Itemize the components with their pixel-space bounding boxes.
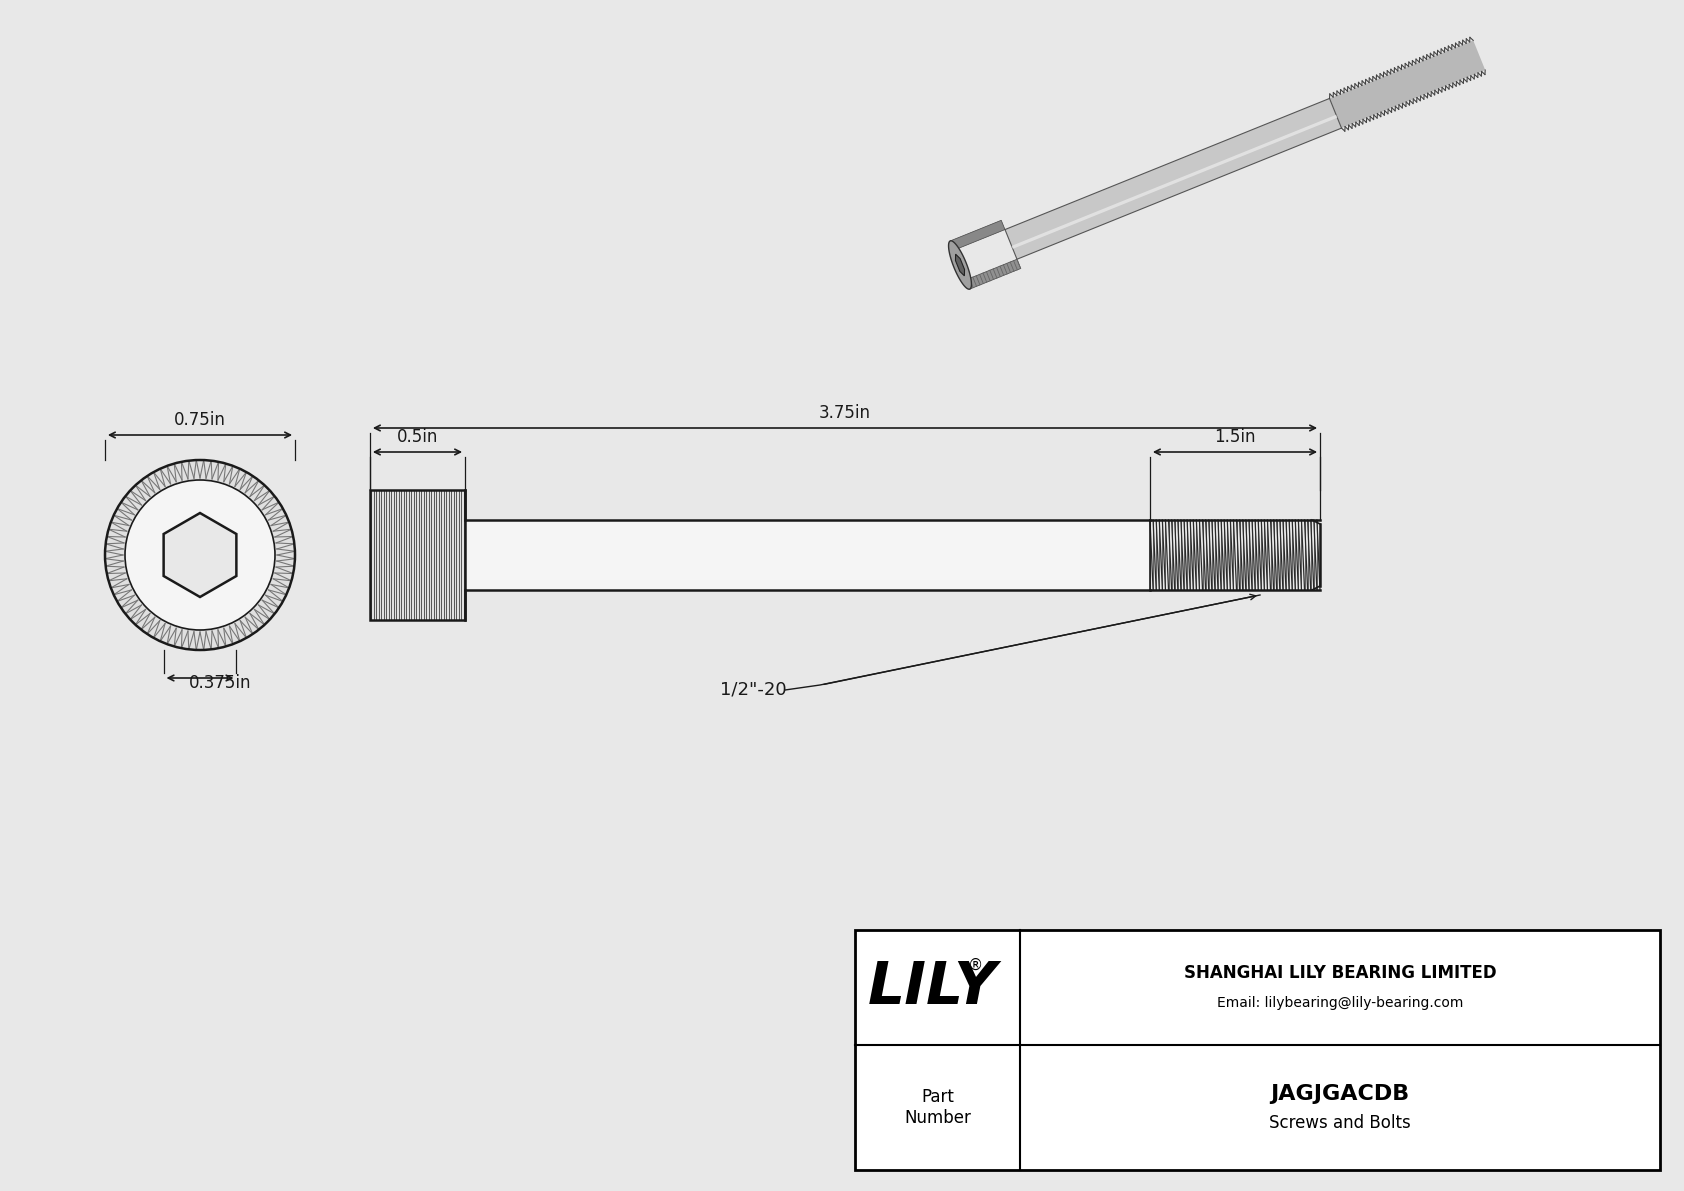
Bar: [370, 490, 465, 621]
Text: 0.375in: 0.375in: [189, 674, 251, 692]
Bar: [465, 520, 1150, 590]
Polygon shape: [1329, 40, 1485, 129]
Circle shape: [104, 460, 295, 650]
Bar: [855, 930, 1660, 1170]
Text: Screws and Bolts: Screws and Bolts: [1270, 1115, 1411, 1133]
Text: 1.5in: 1.5in: [1214, 428, 1256, 445]
Text: 3.75in: 3.75in: [818, 404, 871, 422]
Polygon shape: [967, 260, 1021, 289]
Bar: [370, 490, 465, 621]
Circle shape: [125, 480, 274, 630]
Bar: [1150, 520, 1320, 590]
Polygon shape: [948, 241, 972, 289]
Text: ®: ®: [968, 958, 983, 973]
Text: Part
Number: Part Number: [904, 1089, 972, 1127]
Text: 1/2"-20: 1/2"-20: [721, 681, 786, 699]
Polygon shape: [1005, 99, 1342, 260]
Text: JAGJGACDB: JAGJGACDB: [1270, 1084, 1410, 1104]
Polygon shape: [950, 220, 1005, 250]
Polygon shape: [1012, 114, 1337, 249]
Polygon shape: [955, 254, 965, 276]
Text: 0.75in: 0.75in: [173, 411, 226, 429]
Polygon shape: [163, 513, 236, 597]
Text: Email: lilybearing@lily-bearing.com: Email: lilybearing@lily-bearing.com: [1218, 997, 1463, 1010]
Text: SHANGHAI LILY BEARING LIMITED: SHANGHAI LILY BEARING LIMITED: [1184, 965, 1497, 983]
Text: LILY: LILY: [867, 959, 997, 1016]
Text: 0.5in: 0.5in: [397, 428, 438, 445]
